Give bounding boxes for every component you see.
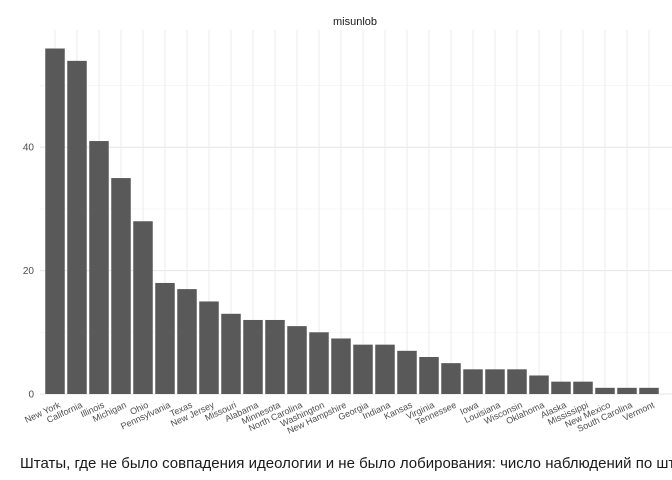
y-tick-label: 20 bbox=[23, 266, 35, 277]
bar bbox=[133, 221, 153, 394]
bar bbox=[45, 48, 65, 394]
bar bbox=[155, 282, 175, 394]
bar bbox=[617, 387, 637, 394]
bar bbox=[287, 326, 307, 394]
bar bbox=[485, 369, 505, 394]
bar bbox=[463, 369, 483, 394]
y-axis-ticks: 0 20 40 bbox=[23, 143, 35, 401]
bar bbox=[265, 319, 285, 394]
bar bbox=[573, 381, 593, 394]
bar bbox=[331, 338, 351, 394]
y-tick-label: 0 bbox=[28, 390, 34, 401]
bar bbox=[353, 344, 373, 394]
bar bbox=[595, 387, 615, 394]
bar-chart: 0 20 40 New YorkCaliforniaIllinoisMichigan… bbox=[23, 16, 672, 436]
bar bbox=[639, 387, 659, 394]
bar bbox=[551, 381, 571, 394]
bar bbox=[67, 60, 87, 394]
bar bbox=[375, 344, 395, 394]
bar bbox=[177, 289, 197, 394]
y-tick-label: 40 bbox=[23, 143, 35, 154]
bars bbox=[45, 48, 659, 394]
bar bbox=[419, 356, 439, 394]
panel-title: misunlob bbox=[333, 16, 377, 28]
bar bbox=[199, 301, 219, 394]
bar bbox=[397, 350, 417, 394]
bar bbox=[309, 332, 329, 394]
bar bbox=[507, 369, 527, 394]
bar bbox=[89, 141, 109, 394]
chart-caption: Штаты, где не было совпадения идеологии … bbox=[20, 455, 672, 472]
bar bbox=[221, 313, 241, 394]
bar bbox=[111, 178, 131, 394]
bar bbox=[441, 363, 461, 394]
bar bbox=[243, 319, 263, 394]
bar bbox=[529, 375, 549, 394]
